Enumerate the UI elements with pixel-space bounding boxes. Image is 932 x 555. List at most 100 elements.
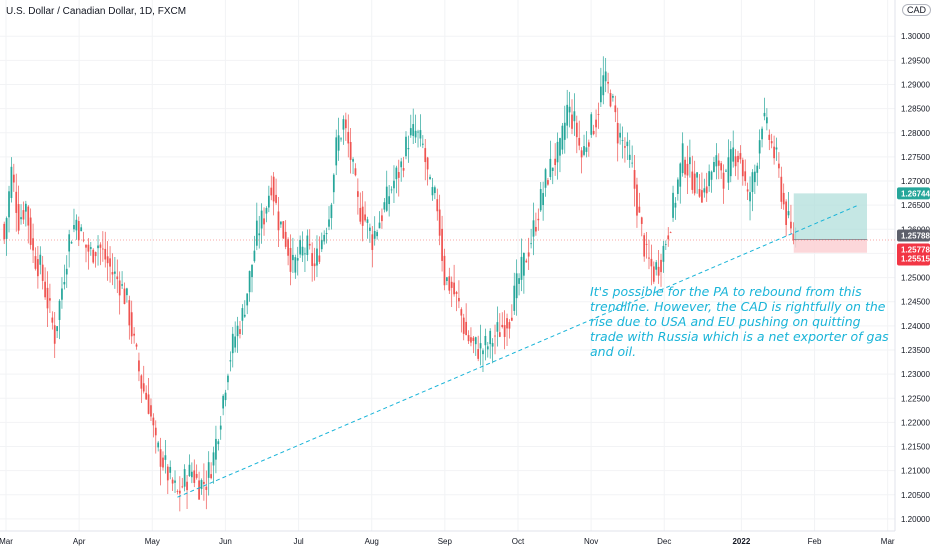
candle-body: [532, 220, 535, 237]
candle-body: [701, 190, 703, 203]
candle-body: [49, 298, 51, 301]
candle: [491, 338, 494, 364]
candle-body: [58, 300, 61, 320]
candle-body: [34, 256, 37, 269]
y-tick-label: 1.20000: [901, 515, 930, 524]
candle: [696, 172, 698, 194]
candle-body: [713, 161, 715, 172]
currency-badge[interactable]: CAD: [902, 4, 932, 16]
candle-body: [357, 191, 359, 197]
candle: [10, 157, 13, 203]
candle: [118, 271, 121, 315]
candle-body: [395, 167, 398, 180]
candle: [717, 153, 720, 180]
candle: [29, 208, 32, 250]
target-zone: [793, 193, 867, 240]
candle: [111, 253, 114, 286]
candle-body: [426, 157, 429, 170]
candle-body: [537, 218, 540, 221]
candle: [260, 203, 263, 244]
candle-body: [311, 253, 314, 266]
candle: [751, 169, 754, 212]
candle: [335, 129, 338, 176]
candle: [679, 162, 682, 204]
y-tick-label: 1.28500: [901, 105, 930, 114]
candle: [325, 227, 328, 244]
candle-body: [253, 250, 256, 262]
candle-body: [763, 112, 766, 117]
candle-body: [600, 86, 602, 103]
candle-body: [299, 239, 301, 255]
candle-body: [744, 171, 747, 182]
candle-body: [306, 235, 309, 256]
candle-body: [349, 142, 352, 160]
candle-body: [518, 278, 520, 284]
candle: [378, 211, 381, 229]
candle-body: [186, 481, 188, 491]
candle-body: [89, 247, 92, 249]
candle-body: [433, 187, 436, 194]
candle-body: [280, 221, 282, 225]
candle-body: [294, 257, 297, 273]
candle: [792, 222, 795, 245]
candle: [388, 185, 391, 217]
candle-body: [203, 481, 205, 484]
candle-body: [621, 140, 624, 141]
candle: [323, 230, 326, 245]
candle: [664, 240, 667, 250]
candle-body: [17, 204, 20, 231]
candle: [530, 228, 532, 249]
candle: [258, 215, 261, 249]
candle: [518, 273, 520, 296]
candle: [780, 166, 783, 209]
candle: [236, 316, 239, 353]
candle-body: [128, 300, 131, 326]
candle: [301, 231, 304, 262]
candle: [15, 173, 18, 232]
candle-body: [258, 233, 261, 236]
candle-body: [292, 254, 294, 261]
candle-body: [152, 417, 155, 426]
candle-body: [619, 132, 621, 138]
y-tick-label: 1.22500: [901, 394, 930, 403]
candle: [292, 237, 294, 274]
candle: [477, 335, 480, 362]
candle: [426, 156, 429, 186]
candle: [306, 229, 309, 262]
candle: [147, 378, 150, 415]
candle: [746, 182, 749, 200]
candle: [614, 95, 617, 123]
candle: [241, 304, 244, 335]
candle: [75, 214, 78, 240]
candle: [419, 114, 422, 147]
entry-price-label-bg: [897, 229, 930, 242]
candle-body: [626, 141, 629, 147]
candle: [308, 229, 311, 250]
candle-body: [270, 187, 273, 196]
candle-body: [648, 257, 650, 259]
candle: [294, 254, 297, 279]
candle: [393, 165, 395, 204]
candle: [612, 93, 614, 102]
candle: [506, 313, 508, 346]
candle-body: [328, 219, 330, 227]
candle: [130, 300, 133, 344]
candle: [744, 159, 747, 186]
candle: [739, 145, 742, 164]
candle: [164, 440, 167, 474]
chart-annotation[interactable]: It's possible for the PA to rebound from…: [590, 284, 889, 359]
candle-body: [676, 179, 679, 194]
candle-body: [672, 192, 674, 218]
candle-body: [366, 219, 369, 223]
candle-body: [92, 249, 95, 263]
candle-body: [205, 486, 208, 490]
candle: [407, 135, 410, 163]
candle: [342, 115, 345, 145]
candle: [32, 223, 34, 264]
candle-body: [41, 264, 44, 281]
candle: [162, 451, 164, 471]
candle: [590, 112, 593, 138]
candle-body: [32, 238, 34, 251]
